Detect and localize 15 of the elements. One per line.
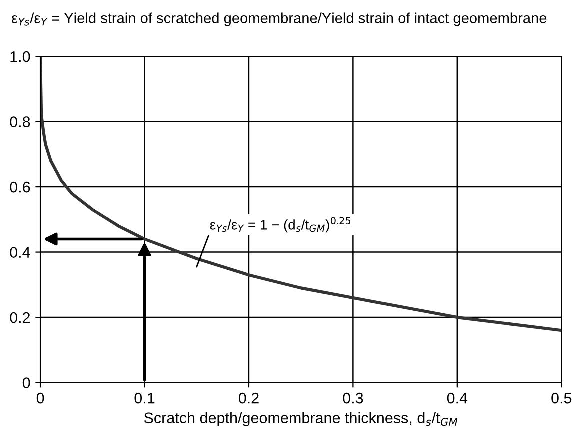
x-tick-label: 0.5 (552, 392, 572, 404)
y-tick-label: 1.0 (10, 51, 30, 62)
y-tick-label: 0.4 (10, 247, 30, 258)
x-tick-label: 0.2 (238, 392, 259, 404)
y-tick-label: 0.2 (10, 312, 30, 324)
y-tick-label: 0.8 (10, 116, 30, 128)
x-tick-label: 0.3 (343, 392, 364, 404)
y-tick-label: 0 (22, 378, 30, 388)
text: ε$_{Ys}$/ε$_{Y}$ = 1 − (d$_{s}$/t$_{GM}$)$^{0.25}$ (210, 217, 351, 233)
x-tick-label: 0.1 (134, 392, 155, 404)
x-tick-label: 0 (36, 392, 44, 404)
x-axis-title: Scratch depth/geomembrane thickness, d$_{s}$/t$_{GM}$ (144, 412, 458, 427)
chart-title: ε$_{Ys}$/ε$_{Y}$ = Yield strain of scratched geomembrane/Yield strain of intact geomembrane (12, 12, 547, 26)
x-tick-label: 0.4 (447, 392, 468, 404)
y-tick-label: 0.6 (10, 182, 30, 193)
